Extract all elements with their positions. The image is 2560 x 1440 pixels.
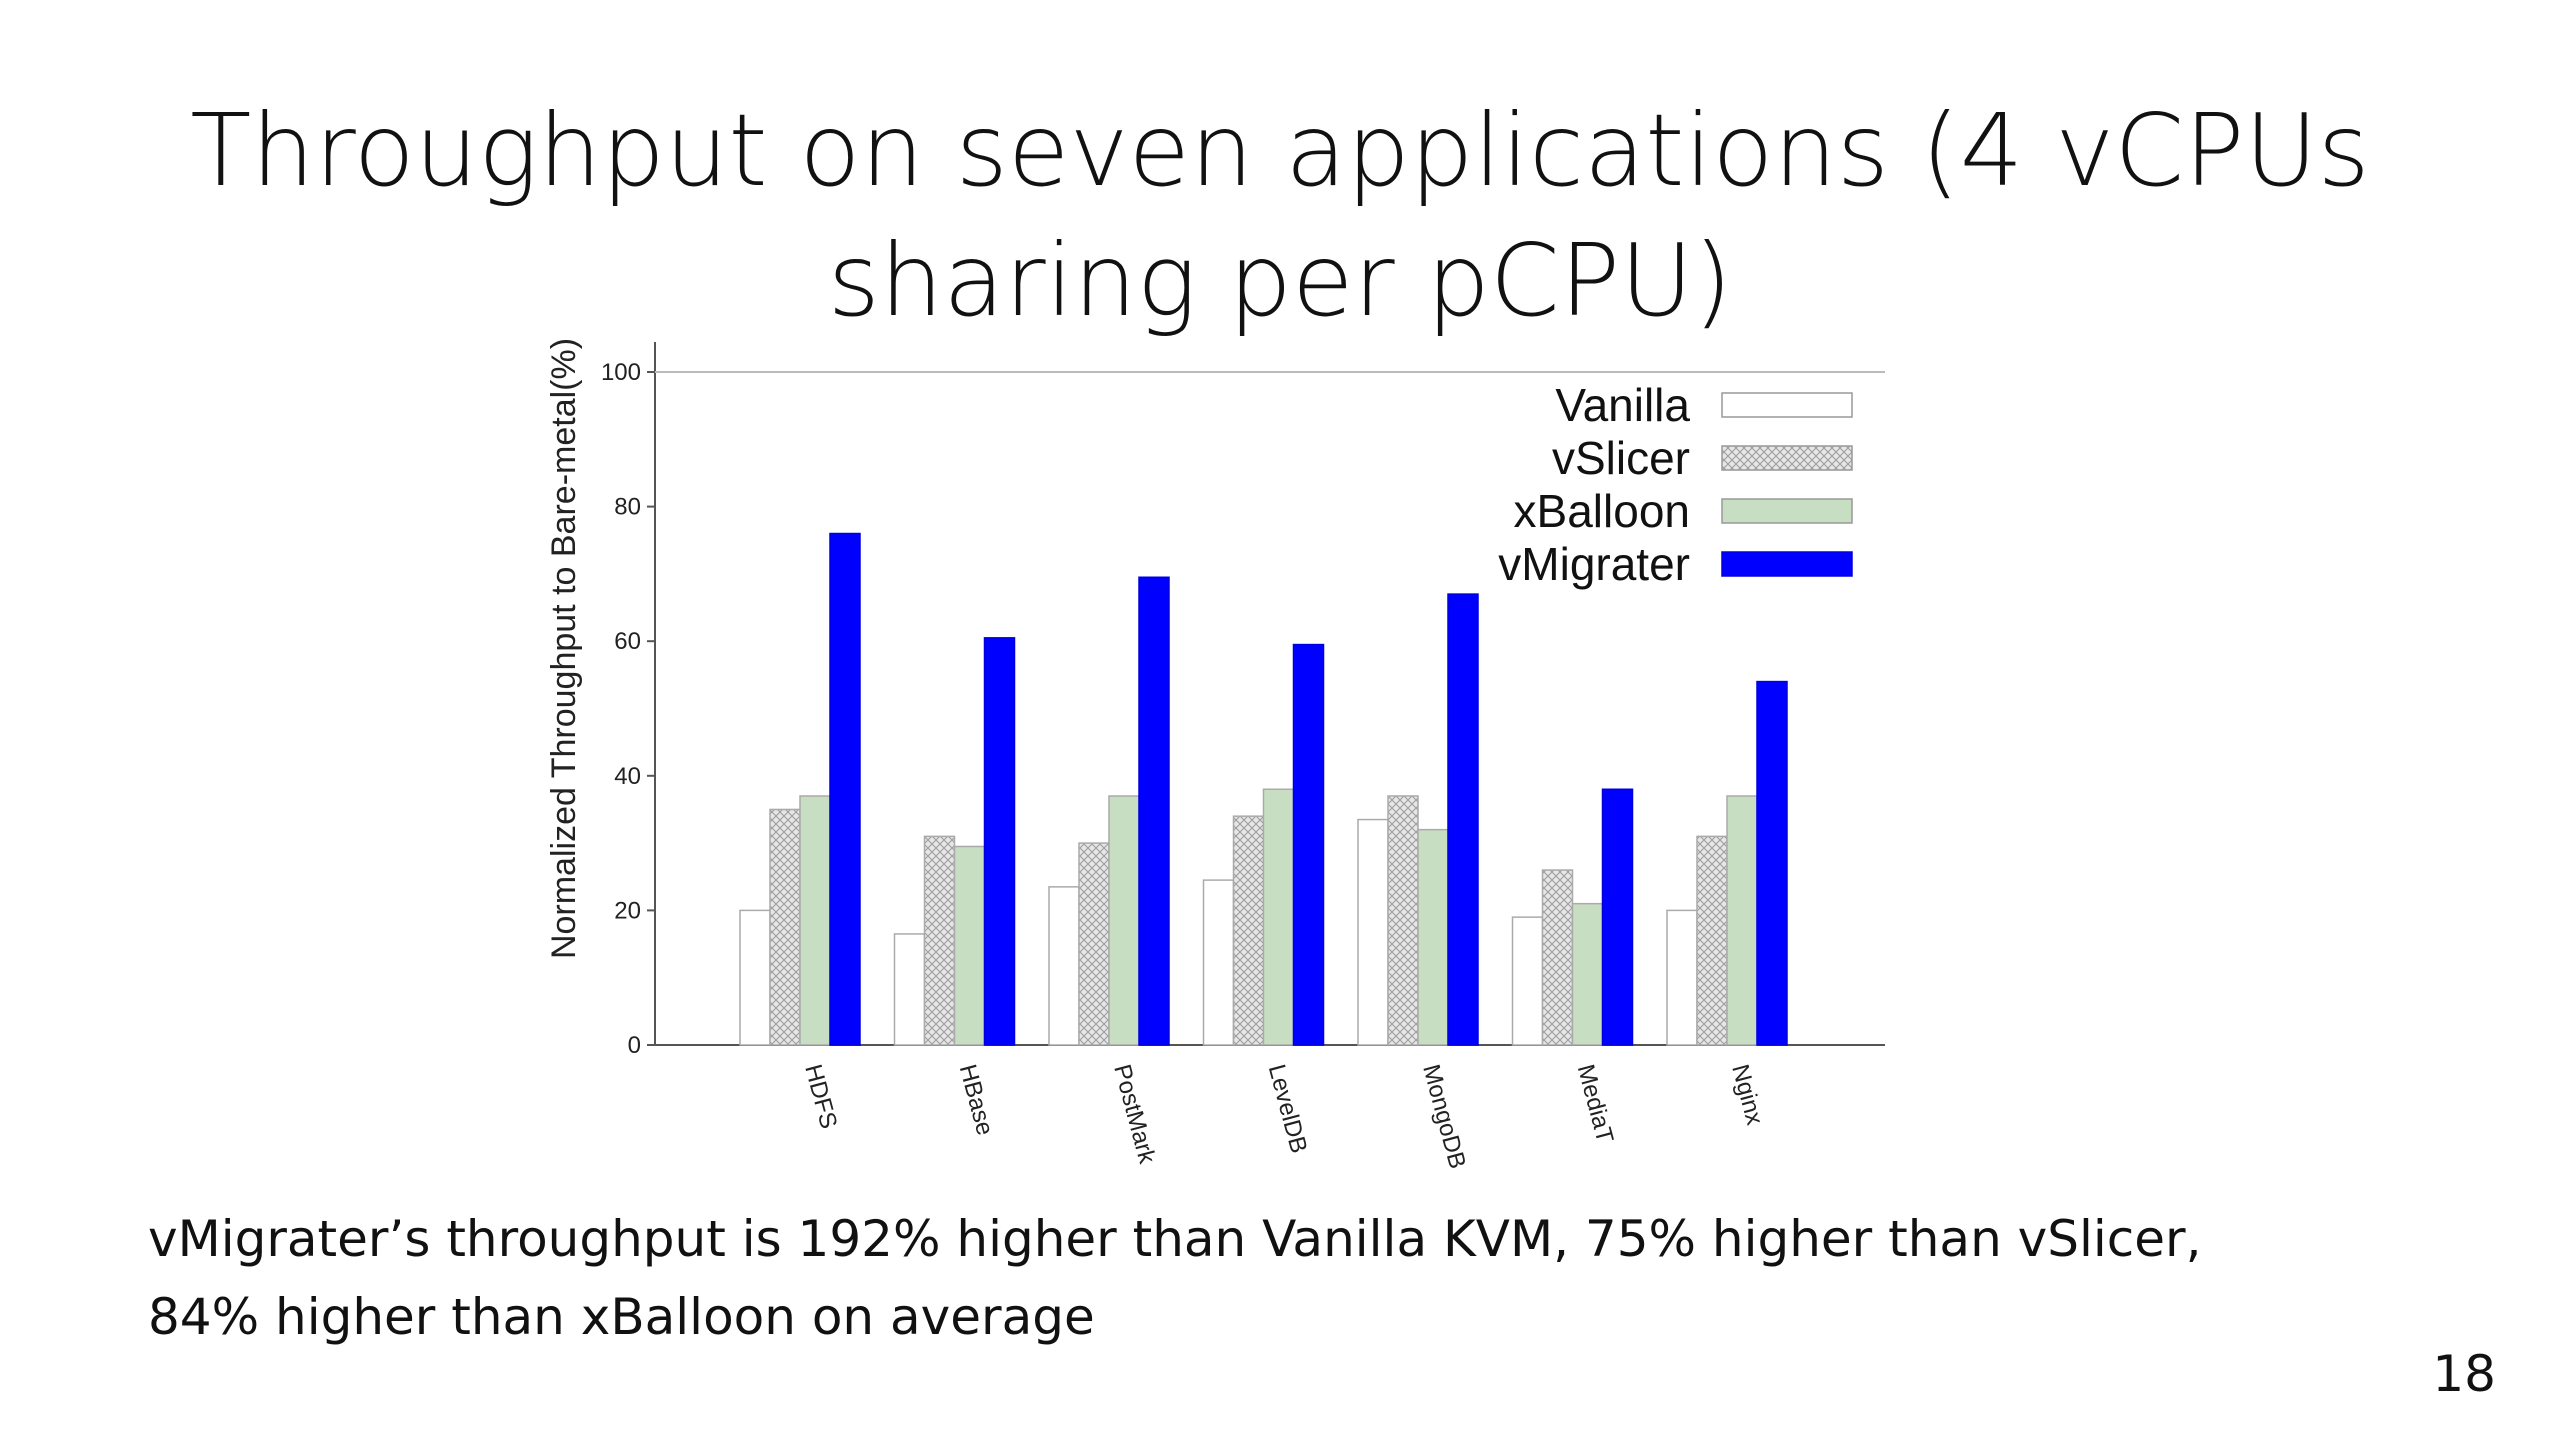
bar-xballoon-hbase [953,845,986,1046]
bar-vslicer-mediat [1541,869,1574,1046]
bar-vslicer-nginx [1696,835,1728,1046]
slide-title-line-2: sharing per pCPU) [827,222,1733,339]
legend-swatch-vanilla [1721,392,1853,418]
x-tick-label-leveldb: LevelDB [1263,1062,1313,1157]
y-tick-label: 20 [614,897,641,924]
bar-vanilla-hbase [893,933,926,1046]
y-tick-label: 0 [628,1032,641,1059]
bar-vanilla-mongodb [1357,818,1389,1046]
legend-swatch-xballoon [1721,498,1853,524]
x-tick-label-nginx: Nginx [1726,1062,1768,1128]
caption-line-2: 84% higher than xBalloon on average [148,1288,1095,1346]
bar-xballoon-leveldb [1262,788,1295,1046]
x-tick-label-mediat: MediaT [1572,1062,1619,1147]
x-tick-label-postmark: PostMark [1108,1062,1161,1168]
slide-title: Throughput on seven applications (4 vCPU… [180,86,2380,346]
legend-label-xballoon: xBalloon [1514,485,1690,537]
bar-vmigrater-hbase [983,637,1016,1046]
throughput-bar-chart: 0 20 40 60 80 100 Normalized Throughput to Bar… [545,338,1885,1172]
y-tick-label: 100 [601,359,641,386]
legend-swatch-vslicer [1721,445,1853,471]
bar-vmigrater-postmark [1138,576,1170,1046]
bar-xballoon-nginx [1726,795,1758,1046]
bar-xballoon-postmark [1108,795,1140,1046]
legend-label-vslicer: vSlicer [1552,432,1690,484]
caption-line-1: vMigrater’s throughput is 192% higher th… [148,1210,2202,1268]
bar-vmigrater-mediat [1601,788,1634,1046]
x-tick-label-mongodb: MongoDB [1417,1062,1471,1172]
bar-vmigrater-hdfs [829,532,861,1046]
bar-vanilla-hdfs [739,909,771,1046]
bar-xballoon-mongodb [1417,828,1449,1046]
bar-vslicer-mongodb [1387,795,1419,1046]
slide-caption: vMigrater’s throughput is 192% higher th… [148,1200,2448,1356]
bar-xballoon-mediat [1571,902,1604,1046]
bar-vmigrater-nginx [1756,680,1788,1046]
legend-label-vmigrater: vMigrater [1498,538,1690,590]
legend-swatch-vmigrater [1721,551,1853,577]
y-axis-label: Normalized Throughput to Bare-metal(%) [545,338,583,959]
bar-vslicer-postmark [1078,842,1110,1046]
slide-title-line-1: Throughput on seven applications (4 vCPU… [190,92,2370,209]
bar-vanilla-postmark [1048,886,1080,1046]
legend-label-vanilla: Vanilla [1555,379,1690,431]
bar-vanilla-mediat [1511,916,1544,1046]
y-tick-label: 60 [614,628,641,655]
bar-vanilla-leveldb [1202,879,1235,1046]
x-tick-label-hbase: HBase [954,1062,999,1139]
y-tick-label: 80 [614,494,641,521]
y-tick-label: 40 [614,763,641,790]
bar-vmigrater-leveldb [1292,643,1325,1046]
bar-vslicer-leveldb [1232,815,1265,1046]
bar-vslicer-hdfs [769,808,801,1046]
bar-vslicer-hbase [923,835,956,1046]
bar-vmigrater-mongodb [1447,593,1479,1046]
page-number: 18 [2432,1345,2496,1403]
bar-xballoon-hdfs [799,795,831,1046]
x-tick-label-hdfs: HDFS [799,1062,842,1132]
bar-vanilla-nginx [1666,909,1698,1046]
